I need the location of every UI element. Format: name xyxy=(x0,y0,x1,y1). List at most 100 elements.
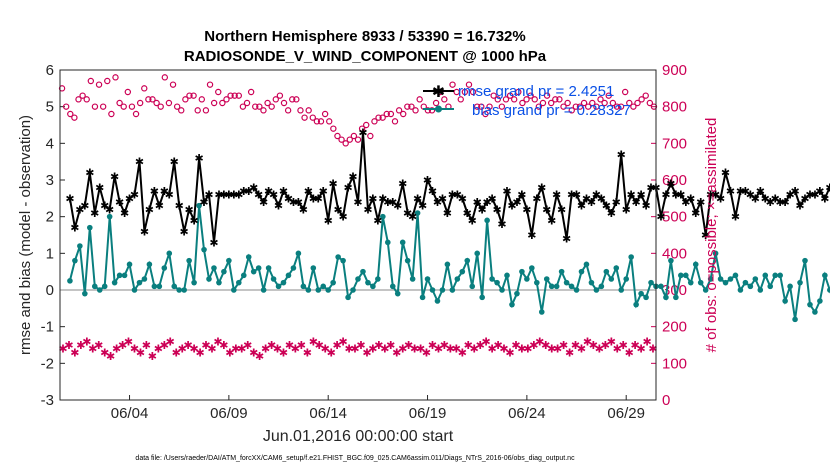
bias-point xyxy=(300,283,307,290)
obs-possible-point xyxy=(346,136,353,143)
bias-point xyxy=(702,287,709,293)
rmse-point: ✱ xyxy=(681,196,690,209)
obs-possible-point xyxy=(330,125,337,132)
x-tick-label: 06/29 xyxy=(607,405,645,422)
bias-point xyxy=(365,279,371,286)
bias-point xyxy=(91,283,98,290)
obs-possible-point xyxy=(293,96,300,103)
obs-possible-point xyxy=(161,74,169,81)
bias-point xyxy=(434,298,441,304)
obs-possible-point xyxy=(519,99,526,107)
obs-possible-point xyxy=(494,96,501,103)
bias-point xyxy=(633,301,639,308)
obs-assim-point: ✱ xyxy=(148,350,157,363)
obs-possible-point xyxy=(650,103,658,110)
rmse-point: ✱ xyxy=(607,207,616,220)
bias-point xyxy=(191,279,197,286)
obs-possible-point xyxy=(210,99,218,107)
obs-possible-point xyxy=(589,99,596,107)
bias-point xyxy=(409,276,416,282)
obs-possible-point xyxy=(149,96,156,103)
y-right-tick-label: 800 xyxy=(662,99,687,116)
obs-assim-point: ✱ xyxy=(142,339,151,352)
y-tick-label: 6 xyxy=(46,62,54,79)
obs-possible-point xyxy=(124,88,132,96)
obs-possible-point xyxy=(412,107,419,114)
rmse-point: ✱ xyxy=(592,189,601,202)
rmse-point: ✱ xyxy=(329,178,338,191)
x-axis-label: Jun.01,2016 00:00:00 start xyxy=(263,428,454,445)
obs-possible-point xyxy=(91,103,99,110)
bias-point xyxy=(628,254,634,260)
obs-assim-point: ✱ xyxy=(291,343,300,356)
bias-point xyxy=(146,261,153,268)
obs-possible-point xyxy=(646,99,654,107)
bias-point xyxy=(121,272,128,279)
rmse-point: ✱ xyxy=(165,189,174,202)
obs-possible-point xyxy=(428,107,436,114)
bias-point xyxy=(683,272,689,279)
rmse-point: ✱ xyxy=(597,192,606,205)
rmse-point: ✱ xyxy=(189,214,198,227)
bias-series xyxy=(67,202,830,323)
rmse-point: ✱ xyxy=(572,189,581,202)
obs-assim-point: ✱ xyxy=(529,339,538,352)
bias-point xyxy=(623,276,629,282)
rmse-point: ✱ xyxy=(517,189,526,202)
obs-possible-point xyxy=(469,88,477,96)
obs-possible-point xyxy=(552,96,559,103)
obs-possible-point xyxy=(243,99,251,107)
rmse-point: ✱ xyxy=(716,192,725,205)
rmse-point: ✱ xyxy=(512,196,521,209)
obs-possible-point xyxy=(580,99,588,107)
rmse-point: ✱ xyxy=(458,192,467,205)
rmse-point: ✱ xyxy=(75,203,84,216)
rmse-point: ✱ xyxy=(145,203,154,216)
rmse-point: ✱ xyxy=(284,192,293,205)
obs-possible-point xyxy=(527,92,534,99)
bias-point xyxy=(509,301,515,308)
obs-possible-point xyxy=(268,103,275,110)
bias-point xyxy=(504,272,510,279)
obs-assim-point: ✱ xyxy=(261,343,270,356)
obs-assim-point: ✱ xyxy=(118,339,127,352)
rmse-point: ✱ xyxy=(343,181,352,194)
obs-possible-point xyxy=(309,114,316,121)
rmse-point: ✱ xyxy=(492,203,501,216)
obs-possible-point xyxy=(247,88,255,96)
obs-possible-point xyxy=(108,110,115,118)
obs-possible-point xyxy=(572,103,580,110)
obs-possible-point xyxy=(223,96,230,103)
rmse-point: ✱ xyxy=(671,189,680,202)
rmse-point: ✱ xyxy=(289,196,298,209)
obs-possible-point xyxy=(531,96,538,103)
obs-possible-point xyxy=(190,92,197,99)
bias-point xyxy=(643,294,649,301)
obs-possible-point xyxy=(305,107,312,114)
rmse-point: ✱ xyxy=(632,196,641,209)
obs-possible-series xyxy=(58,74,658,147)
rmse-point: ✱ xyxy=(721,167,730,180)
obs-possible-point xyxy=(400,110,407,118)
bias-point xyxy=(618,287,625,293)
obs-possible-point xyxy=(617,103,625,110)
obs-possible-point xyxy=(280,99,288,107)
obs-assim-point: ✱ xyxy=(303,346,312,359)
obs-assim-point: ✱ xyxy=(130,343,139,356)
rmse-point: ✱ xyxy=(622,203,631,216)
rmse-point: ✱ xyxy=(95,181,104,194)
rmse-point: ✱ xyxy=(348,170,357,183)
obs-possible-point xyxy=(354,136,362,143)
bias-point xyxy=(161,265,168,271)
bias-point xyxy=(82,290,88,297)
rmse-point: ✱ xyxy=(790,185,799,198)
bias-point xyxy=(697,279,704,286)
bias-point xyxy=(350,287,356,293)
obs-assim-point: ✱ xyxy=(541,339,550,352)
rmse-point: ✱ xyxy=(497,218,506,231)
rmse-point: ✱ xyxy=(468,214,477,227)
rmse-point: ✱ xyxy=(413,192,422,205)
bias-point xyxy=(250,268,257,275)
bias-point xyxy=(489,276,495,282)
obs-assim-point: ✱ xyxy=(493,339,502,352)
